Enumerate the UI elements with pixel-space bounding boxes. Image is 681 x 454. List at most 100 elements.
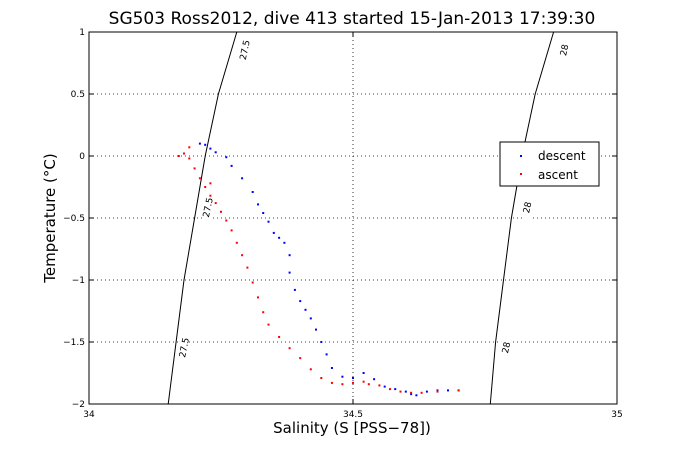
descent-point — [272, 231, 275, 234]
ascent-point — [183, 152, 185, 155]
ascent-point — [410, 391, 413, 394]
descent-point — [267, 220, 270, 223]
contour-label-bg — [202, 196, 213, 221]
ascent-point — [420, 391, 423, 394]
density-contour-line — [489, 31, 555, 405]
ascent-series — [177, 146, 460, 394]
y-tick-label: 1 — [79, 28, 85, 38]
contour-label: 28 — [559, 43, 571, 57]
ascent-point — [341, 383, 344, 386]
descent-point — [204, 143, 207, 146]
descent-point — [447, 389, 449, 392]
ascent-point — [352, 381, 354, 384]
descent-point — [262, 212, 265, 214]
ascent-point — [198, 177, 201, 180]
ascent-point — [230, 229, 233, 232]
ascent-point — [209, 194, 212, 197]
y-tick-label: −0.5 — [63, 214, 85, 224]
ascent-point — [399, 390, 402, 393]
descent-point — [425, 390, 428, 393]
y-tick-label: −1.5 — [63, 338, 85, 348]
descent-point — [309, 317, 312, 320]
descent-point — [436, 389, 439, 392]
descent-point — [257, 203, 259, 206]
y-axis-label: Temperature (°C) — [41, 153, 59, 283]
legend-label-descent: descent — [538, 149, 586, 163]
descent-point — [241, 177, 244, 180]
descent-point — [404, 390, 407, 393]
ascent-point — [367, 383, 370, 386]
x-tick-label: 35 — [611, 410, 622, 420]
contour-label: 27.5 — [178, 337, 192, 359]
y-tick-label: 0 — [79, 152, 85, 162]
contour-label: 28 — [522, 201, 534, 215]
x-axis-label: Salinity (S [PSS−78]) — [273, 419, 431, 437]
ascent-point — [320, 377, 323, 379]
y-tick-label: 0.5 — [71, 90, 85, 100]
ascent-point — [257, 296, 259, 299]
descent-point — [394, 388, 397, 391]
ascent-point — [309, 368, 312, 371]
descent-point — [288, 254, 291, 257]
contour-label: 27.5 — [202, 197, 216, 219]
contour-label-bg — [239, 38, 250, 63]
descent-point — [251, 191, 254, 193]
ascent-point — [330, 381, 333, 384]
descent-point — [288, 271, 291, 274]
ascent-point — [235, 241, 238, 244]
descent-point — [225, 156, 228, 159]
x-tick-label: 34 — [83, 410, 95, 420]
descent-point — [352, 377, 354, 379]
contour-label: 27.5 — [239, 39, 253, 61]
legend-box — [499, 141, 600, 187]
legend-marker-ascent — [520, 173, 522, 175]
descent-point — [198, 142, 201, 145]
ascent-point — [362, 380, 365, 383]
descent-point — [214, 151, 217, 154]
ascent-point — [288, 347, 291, 350]
ascent-point — [177, 155, 180, 157]
ascent-point — [241, 254, 244, 257]
x-tick-label: 34.5 — [343, 410, 363, 420]
density-contour-line — [167, 31, 238, 405]
ascent-point — [188, 157, 191, 160]
ascent-point — [225, 219, 228, 222]
descent-point — [209, 147, 212, 150]
descent-point — [230, 164, 233, 167]
descent-point — [278, 236, 281, 239]
ascent-point — [267, 323, 270, 326]
descent-point — [293, 288, 296, 291]
ascent-point — [299, 357, 302, 360]
contour-label-bg — [522, 196, 533, 221]
ascent-point — [436, 390, 439, 393]
descent-point — [415, 394, 418, 397]
descent-point — [373, 378, 376, 381]
axis-ticks: 34 34.5 35 −2 −1.5 −1 −0.5 0 0.5 1 — [63, 28, 623, 420]
y-tick-label: −1 — [72, 276, 85, 286]
ascent-point — [457, 389, 460, 392]
descent-point — [330, 367, 333, 369]
descent-point — [320, 341, 323, 343]
descent-point — [283, 241, 286, 244]
ascent-point — [251, 281, 254, 284]
legend: descent ascent — [499, 141, 600, 187]
descent-series — [198, 142, 460, 397]
ascent-point — [220, 210, 222, 213]
descent-point — [341, 375, 344, 378]
descent-point — [299, 300, 302, 303]
contour-label-bg — [501, 336, 512, 361]
descent-point — [304, 308, 307, 311]
ascent-point — [214, 202, 217, 205]
ascent-point — [204, 186, 207, 188]
descent-point — [362, 372, 365, 374]
ascent-point — [193, 167, 196, 170]
y-tick-label: −2 — [72, 400, 85, 410]
contour-label-bg — [179, 336, 190, 361]
descent-point — [410, 393, 413, 396]
density-contours: 27.5 27.5 27.5 28 28 28 — [167, 31, 571, 405]
descent-point — [325, 353, 328, 356]
ascent-point — [278, 336, 281, 338]
contour-label: 28 — [501, 341, 513, 355]
contour-label-bg — [559, 38, 570, 63]
descent-point — [315, 328, 317, 331]
